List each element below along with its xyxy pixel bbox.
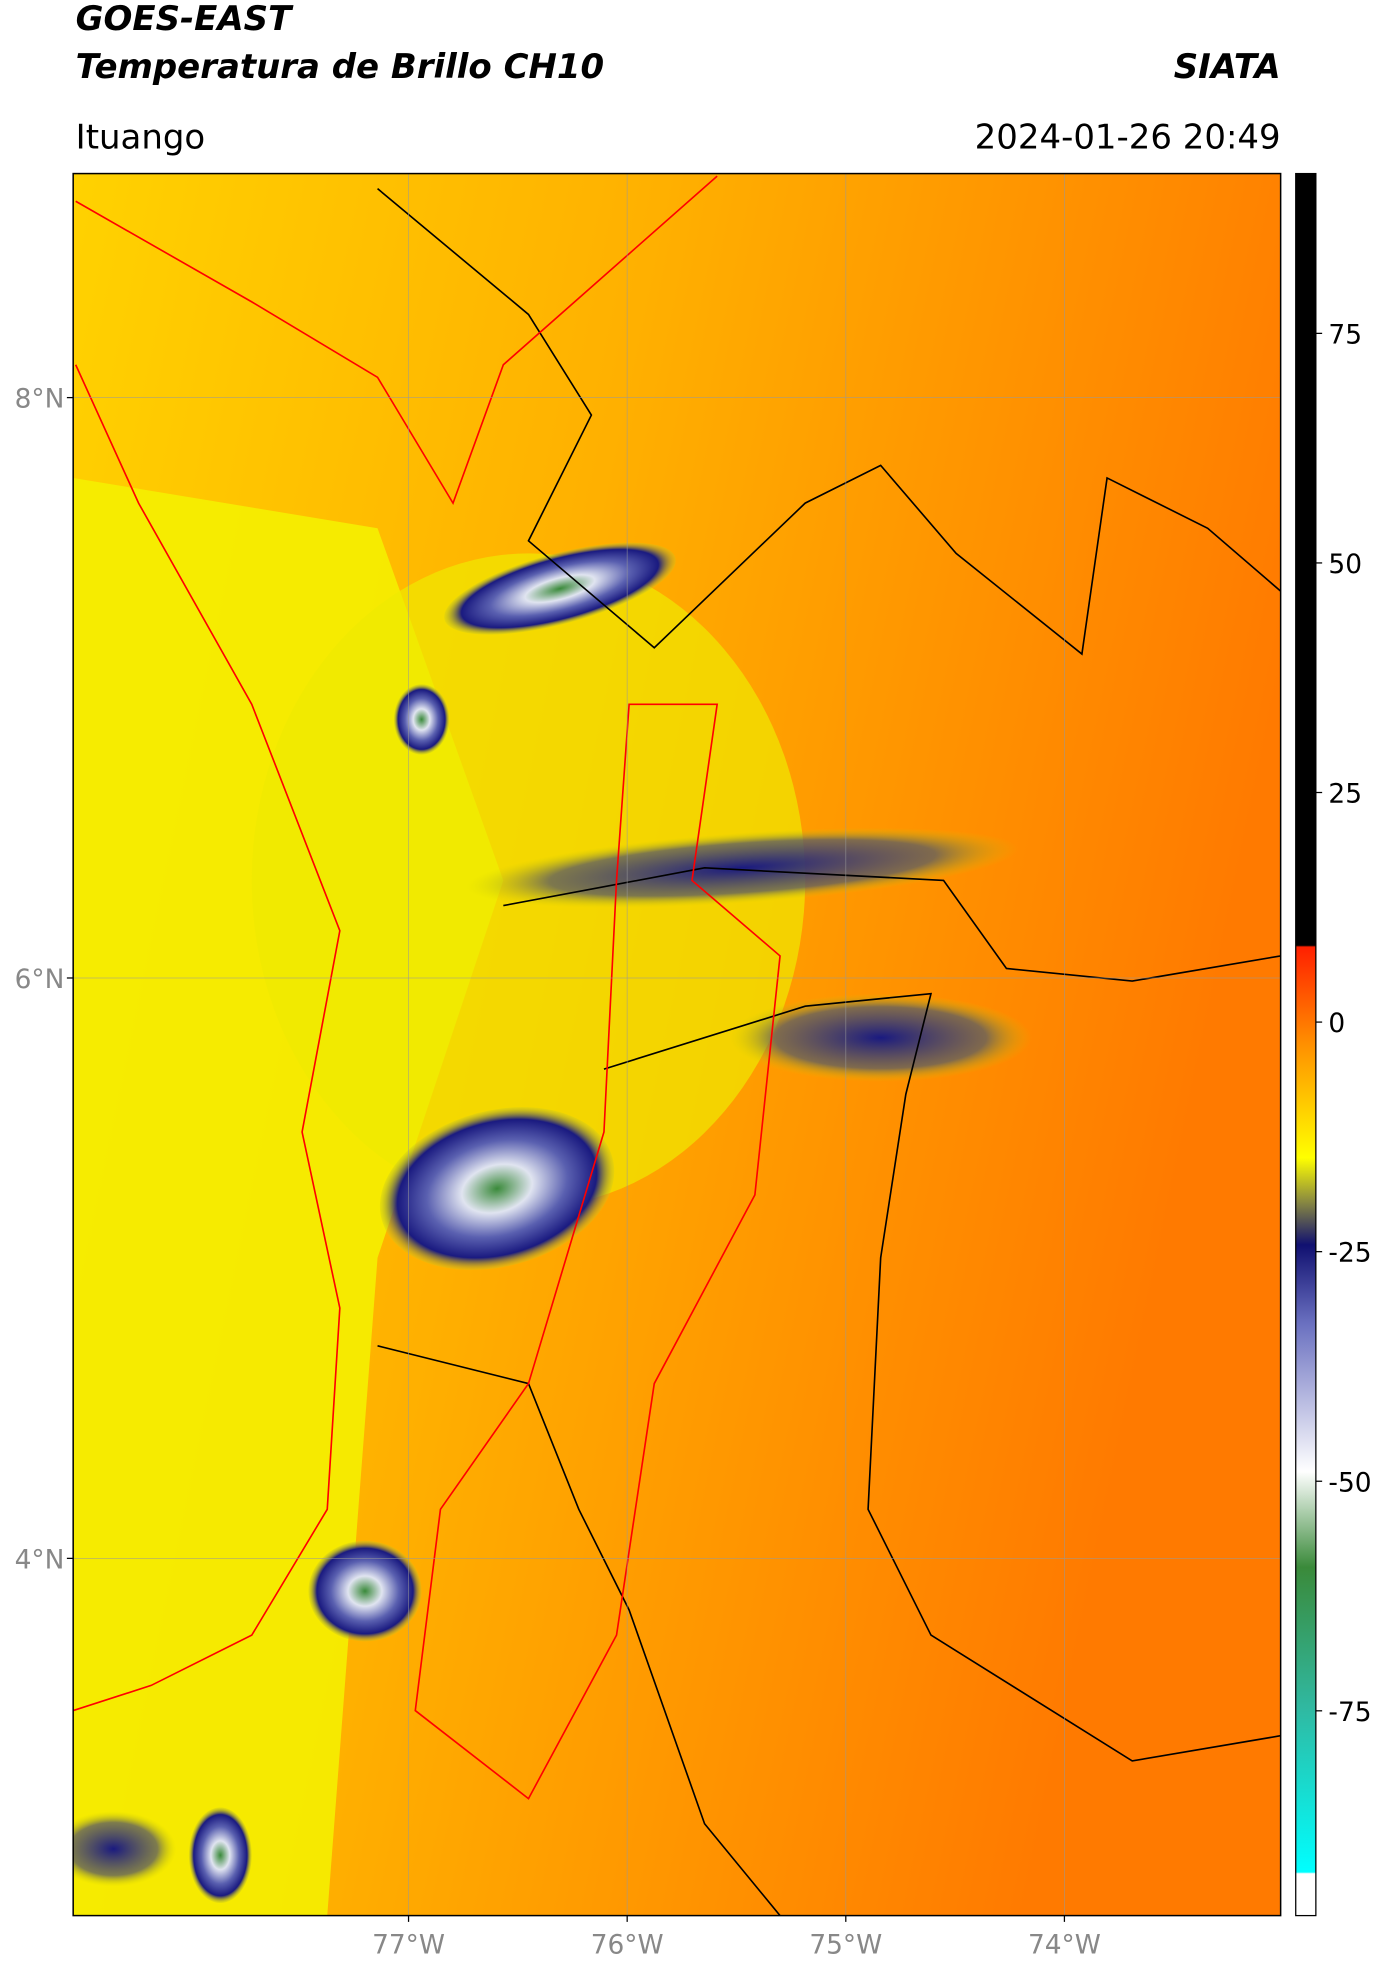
lat-label: 8°N — [15, 384, 65, 415]
colorbar-tick-label: 25 — [1328, 779, 1362, 810]
lon-label: 76°W — [591, 1929, 664, 1960]
colorbar-tick-label: 75 — [1328, 319, 1362, 350]
colorbar-tick-label: -50 — [1328, 1467, 1371, 1498]
lat-label: 6°N — [15, 964, 65, 995]
lon-label: 75°W — [809, 1929, 882, 1960]
map-frame — [72, 172, 1282, 1917]
colorbar-tick-label: -75 — [1328, 1697, 1371, 1728]
title: GOES-EAST — [76, 0, 294, 39]
lon-label: 77°W — [372, 1929, 445, 1960]
source: SIATA — [1174, 47, 1281, 87]
map-image — [73, 173, 1281, 1916]
lon-label: 74°W — [1028, 1929, 1101, 1960]
colorbar-tick-label: 0 — [1328, 1008, 1345, 1039]
colorbar-tick-label: -25 — [1328, 1238, 1371, 1269]
subtitle: Temperatura de Brillo CH10 — [76, 47, 604, 87]
datetime: 2024-01-26 20:49 — [975, 117, 1281, 157]
colorbar-ticks: 75 50 25 0 -25 -50 -75 — [1315, 319, 1372, 1728]
graticule: 8°N 6°N 4°N 77°W 76°W 75°W 74°W — [15, 173, 1281, 1960]
colorbar-tick-label: 50 — [1328, 549, 1362, 580]
colorbar — [1295, 172, 1317, 1917]
location: Ituango — [76, 117, 206, 157]
lat-label: 4°N — [15, 1544, 65, 1575]
